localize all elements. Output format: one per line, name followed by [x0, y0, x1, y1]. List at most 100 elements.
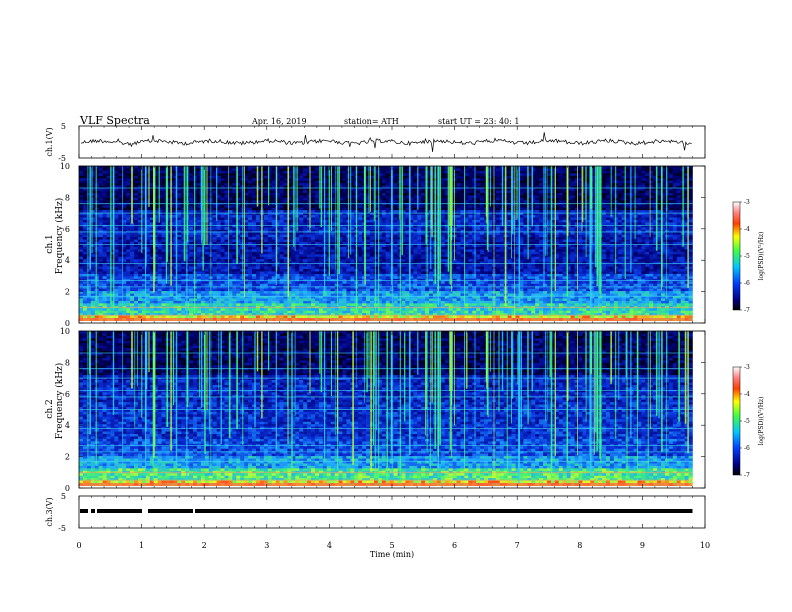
spectrogram-cell: [519, 229, 524, 233]
spectrogram-cell: [381, 205, 387, 208]
spectrogram-cell: [507, 227, 512, 231]
spectrogram-cell: [480, 200, 485, 204]
spectrogram-cell: [413, 190, 418, 194]
spectrogram-cell: [212, 173, 217, 177]
spectrogram-cell: [421, 192, 426, 196]
spectrogram-cell: [220, 219, 225, 223]
spectrogram-cell: [149, 180, 155, 184]
spectrogram-cell: [212, 197, 217, 201]
spectrogram-cell: [358, 224, 363, 228]
spectrogram-cell: [401, 242, 406, 245]
ch1-ytick-top: 5: [61, 122, 66, 131]
spectrogram-cell: [373, 219, 379, 223]
spectrogram-cell: [118, 217, 123, 221]
spectrogram-cell: [664, 215, 670, 218]
spectrogram-cell: [271, 219, 276, 223]
spectrogram-cell: [82, 175, 88, 179]
spectrogram-cell: [480, 210, 485, 213]
spectrogram-cell: [421, 222, 426, 226]
spectrogram-cell: [385, 234, 390, 238]
spectrogram-cell: [86, 197, 92, 201]
spectrogram-cell: [118, 200, 123, 204]
spectrogram-cell: [440, 210, 446, 213]
spectrogram-cell: [248, 192, 253, 196]
spectrogram-cell: [381, 192, 387, 196]
spectrogram-cell: [566, 227, 571, 231]
spectrogram-cell: [279, 237, 284, 240]
spectrogram-cell: [605, 234, 611, 238]
spectrogram-cell: [570, 212, 575, 216]
spectrogram-cell: [499, 229, 505, 233]
spectrogram-cell: [106, 175, 111, 179]
spectrogram-cell: [495, 215, 501, 218]
spectrogram-cell: [468, 207, 473, 211]
spectrogram-cell: [653, 166, 658, 169]
spectrogram-cell: [511, 227, 516, 231]
spectrogram-cell: [114, 234, 119, 238]
spectrogram-cell: [157, 188, 162, 191]
spectrogram-cell: [515, 232, 520, 235]
spectrogram-cell: [535, 183, 540, 186]
spectrogram-cell: [495, 197, 501, 201]
spectrogram-cell: [350, 190, 355, 194]
spectrogram-cell: [358, 166, 363, 169]
spectrogram-cell: [672, 166, 678, 169]
spectrogram-cell: [216, 190, 221, 194]
spectrogram-cell: [220, 173, 225, 177]
spectrogram-cell: [527, 170, 532, 174]
spectrogram-cell: [173, 173, 178, 177]
spectrogram-cell: [181, 222, 186, 226]
spectrogram-cell: [649, 234, 654, 238]
spectrogram-cell: [141, 170, 147, 174]
spectrogram-cell: [621, 212, 626, 216]
spectrogram-cell: [122, 219, 127, 223]
spectrogram-cell: [637, 195, 642, 199]
spectrogram-cell: [468, 185, 473, 189]
spectrogram-cell: [602, 234, 607, 238]
spectrogram-cell: [633, 219, 638, 223]
spectrogram-cell: [263, 207, 269, 211]
spectrogram-cell: [216, 239, 221, 243]
spectrogram-cell: [440, 185, 446, 189]
spectrogram-cell: [196, 207, 202, 211]
spectrogram-cell: [263, 212, 269, 216]
spectrogram-cell: [527, 190, 532, 194]
spectrogram-cell: [228, 170, 233, 174]
spectrogram-cell: [106, 190, 111, 194]
spectrogram-cell: [161, 224, 166, 228]
spectrogram-cell: [511, 185, 516, 189]
spectrogram-cell: [649, 242, 654, 245]
spectrogram-cell: [468, 188, 473, 191]
spectrogram-cell: [126, 217, 131, 221]
spectrogram-cell: [401, 212, 406, 216]
spectrogram-cell: [173, 180, 178, 184]
spectrogram-cell: [417, 170, 422, 174]
spectrogram-cell: [476, 239, 481, 243]
spectrogram-cell: [456, 190, 461, 194]
spectrogram-cell: [570, 207, 575, 211]
spectrogram-cell: [267, 170, 272, 174]
spectrogram-cell: [263, 222, 269, 226]
spectrogram-cell: [381, 197, 387, 201]
spectrogram-cell: [366, 173, 371, 177]
spectrogram-cell: [314, 180, 320, 184]
spectrogram-cell: [141, 195, 147, 199]
spectrogram-cell: [409, 229, 414, 233]
spectrogram-cell: [334, 217, 339, 221]
spectrogram-cell: [114, 229, 119, 233]
spectrogram-cell: [554, 217, 560, 221]
spectrogram-cell: [546, 178, 552, 182]
spectrogram-cell: [385, 210, 390, 213]
spectrogram-cell: [86, 192, 92, 196]
spectrogram-cell: [137, 190, 143, 194]
spectrogram-cell: [334, 183, 339, 186]
spectrogram-cell: [98, 168, 103, 172]
spectrogram-cell: [366, 242, 371, 245]
spectrogram-cell: [397, 232, 402, 235]
spectrogram-cell: [586, 229, 591, 233]
spectrogram-cell: [283, 202, 288, 206]
spectrogram-cell: [370, 210, 375, 213]
spectrogram-cell: [409, 188, 414, 191]
spectrogram-cell: [303, 224, 308, 228]
spectrogram-cell: [586, 219, 591, 223]
